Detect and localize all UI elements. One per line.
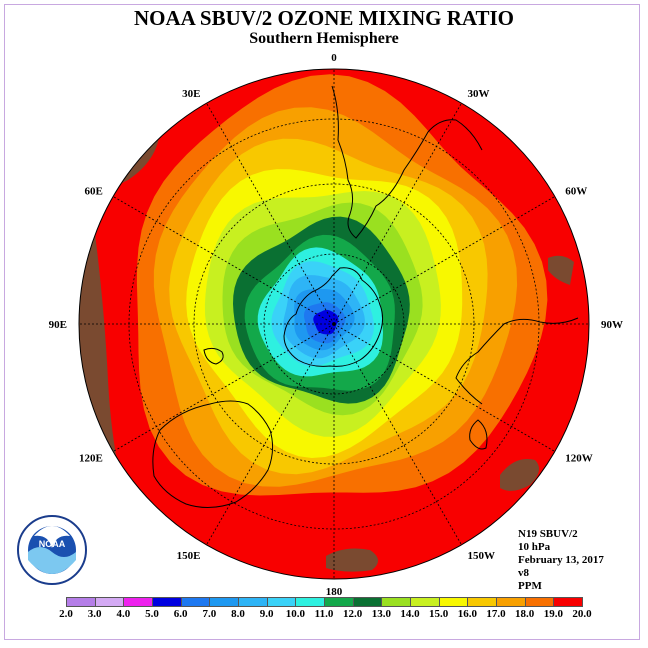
legend-tick-label: 7.0 [202, 608, 217, 620]
logo-text: NOAA [39, 539, 66, 549]
meridian-150w [333, 323, 462, 546]
legend-tick-label: 8.0 [231, 608, 245, 620]
map-disk [79, 69, 589, 579]
legend-swatch [352, 597, 383, 607]
meridian-60w [333, 196, 556, 325]
units-label: PPM [518, 580, 542, 592]
lon-label-30e: 30E [182, 88, 200, 100]
instrument-label: N19 SBUV/2 [518, 528, 578, 540]
info-block: N19 SBUV/2 10 hPa February 13, 2017 v8 P… [518, 528, 604, 593]
coast-australia [152, 400, 274, 508]
coast-antarctica [283, 267, 384, 367]
legend-tick-label: 15.0 [429, 608, 449, 620]
lon-label-90w: 90W [601, 319, 623, 331]
legend-swatch [381, 597, 411, 607]
legend-tick-label: 12.0 [343, 608, 363, 620]
legend-tick-label: 4.0 [116, 608, 131, 620]
noaa-logo: NOAA [17, 515, 87, 585]
lon-label-0: 0 [331, 52, 337, 64]
legend-swatch [209, 597, 239, 607]
legend-tick-label: 16.0 [457, 608, 477, 620]
coast-africa [455, 317, 579, 405]
legend-tick-label: 19.0 [543, 608, 563, 620]
latitude-circle-1 [263, 253, 405, 395]
legend-tick-label: 9.0 [259, 608, 274, 620]
legend-tick-label: 13.0 [371, 608, 391, 620]
pressure-level-label: 10 hPa [518, 541, 551, 553]
high-patch-south [326, 548, 379, 572]
legend-swatch [123, 597, 153, 607]
lon-label-120w: 120W [565, 453, 593, 465]
coast-south-america [331, 85, 483, 239]
lon-label-180: 180 [326, 586, 343, 598]
logo-bird [34, 526, 70, 548]
map-subtitle: Southern Hemisphere [249, 30, 399, 47]
latitude-circle-3 [128, 118, 540, 530]
meridian-120w [333, 323, 556, 452]
legend-swatch [467, 597, 497, 607]
map-boundary [78, 68, 590, 580]
legend-swatch [94, 597, 125, 607]
lon-label-90e: 90E [49, 319, 67, 331]
legend-swatch [266, 597, 297, 607]
legend-tick-label: 6.0 [173, 608, 188, 620]
meridian-30w [333, 102, 462, 325]
meridian-60e [112, 196, 335, 325]
coast-new-zealand [203, 347, 224, 365]
lon-label-60e: 60E [84, 186, 102, 198]
legend-tick-label: 18.0 [515, 608, 535, 620]
contour-bands [100, 69, 576, 534]
legend-swatch [524, 597, 555, 607]
lon-label-60w: 60W [565, 186, 587, 198]
legend-tick-label: 20.0 [572, 608, 592, 620]
meridian-150e [206, 323, 335, 546]
legend-swatch [180, 597, 211, 607]
longitude-labels: 90W 60W 30W 0 30E 60E 90E 120E 150E 180 150W 120W [49, 52, 623, 598]
latitude-circle-2 [193, 183, 475, 465]
legend-swatch [152, 597, 182, 607]
coast-madagascar [469, 419, 488, 450]
legend-swatch [438, 597, 469, 607]
high-patch-east [500, 459, 539, 491]
legend-tick-label: 2.0 [59, 608, 73, 620]
legend-tick-label: 17.0 [486, 608, 506, 620]
figure-frame [4, 4, 640, 640]
legend-swatch [496, 597, 526, 607]
legend-tick-label: 14.0 [400, 608, 420, 620]
map-title: NOAA SBUV/2 OZONE MIXING RATIO [134, 6, 514, 30]
legend-swatch [66, 597, 96, 607]
lon-label-150w: 150W [468, 550, 496, 562]
lat-lon-grid [79, 69, 589, 579]
legend-swatch [410, 597, 440, 607]
lon-label-120e: 120E [79, 453, 103, 465]
legend-tick-label: 3.0 [87, 608, 102, 620]
legend-swatch [238, 597, 268, 607]
legend-swatch [324, 597, 354, 607]
meridian-120e [112, 323, 335, 452]
lon-label-150e: 150E [177, 550, 201, 562]
date-label: February 13, 2017 [518, 554, 604, 566]
logo-wave [28, 547, 76, 574]
legend-tick-label: 5.0 [145, 608, 159, 620]
meridian-30e [206, 102, 335, 325]
coastlines [152, 85, 579, 508]
lon-label-30w: 30W [468, 88, 490, 100]
version-label: v8 [518, 567, 529, 579]
legend-swatch [295, 597, 325, 607]
legend-swatch [553, 597, 583, 607]
legend-tick-label: 11.0 [314, 608, 334, 620]
legend-tick-label: 10.0 [285, 608, 305, 620]
high-patch-east-rim [548, 255, 574, 285]
